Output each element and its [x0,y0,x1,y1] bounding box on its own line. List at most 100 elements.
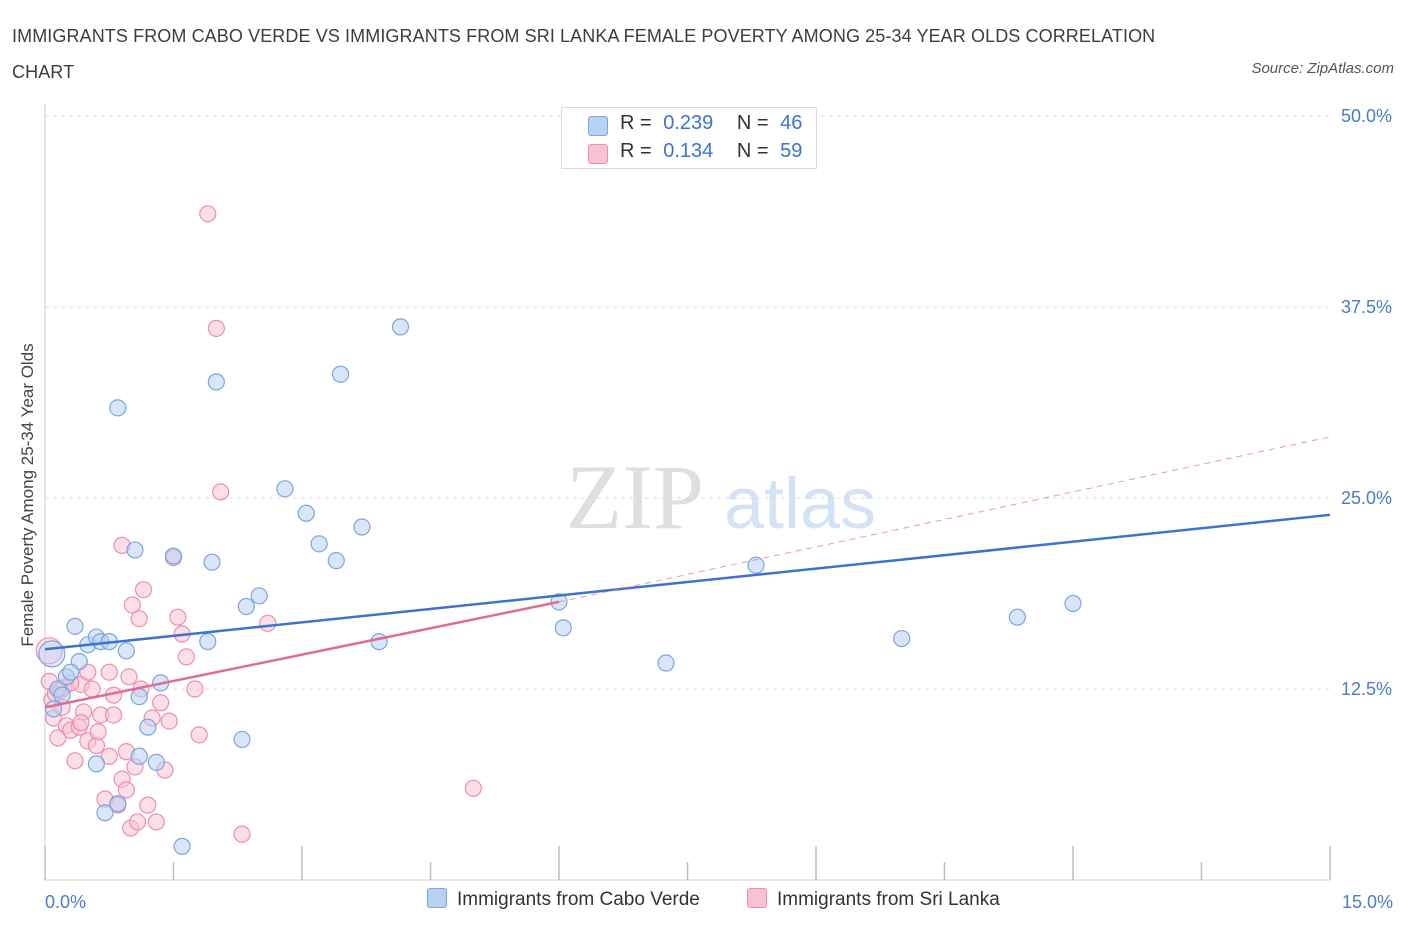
cabo-verde-point [109,794,127,813]
sri-lanka-points [35,205,482,843]
sri-lanka-point [207,319,225,337]
chart-title: IMMIGRANTS FROM CABO VERDE VS IMMIGRANTS… [12,26,1156,82]
sri-lanka-point [212,483,230,501]
sri-lanka-point [100,663,118,681]
y-axis-label: Female Poverty Among 25-34 Year Olds [18,343,37,646]
sri-lanka-point [72,714,90,732]
legend-swatch-blue [588,116,608,136]
n-value: 46 [780,112,803,134]
sri-lanka-point [89,723,107,741]
sri-lanka-point [130,610,148,628]
sri-lanka-point [186,680,204,698]
sri-lanka-point [128,813,147,831]
cabo-verde-point [164,547,183,565]
tick-labels: 12.5% 25.0% 37.5% 50.0% 0.0% 15.0% [45,106,1393,912]
legend-item-sri-lanka: Immigrants from Sri Lanka [747,888,1000,911]
cabo-verde-point [893,629,911,648]
cabo-verde-point [203,553,221,571]
cabo-verde-point [126,541,144,559]
cabo-verde-point [370,633,388,651]
cabo-verde-point [130,747,148,765]
cabo-verde-point [237,597,255,616]
sri-lanka-point [134,581,153,599]
cabo-verde-point [233,730,251,749]
y-tick-label: 25.0% [1341,488,1392,508]
cabo-verde-point [199,633,217,651]
sri-lanka-point [83,680,101,698]
sri-lanka-point [464,779,482,797]
cabo-verde-point [66,617,84,635]
legend-swatch-pink [747,888,767,908]
legend-label-sri-lanka: Immigrants from Sri Lanka [777,889,1000,910]
sri-lanka-point [104,706,123,724]
sri-lanka-point [160,712,178,730]
cabo-verde-trend-line [44,513,1331,651]
legend-swatch-blue [427,888,447,908]
y-tick-label: 37.5% [1341,297,1392,317]
cabo-verde-point [250,587,268,605]
cabo-verde-point [747,556,765,574]
r-label: R = [620,112,652,134]
legend-item-cabo-verde: Immigrants from Cabo Verde [427,888,700,911]
cabo-verde-point [276,480,294,498]
sri-lanka-point [152,694,170,712]
cabo-verde-point [38,640,66,668]
cabo-verde-point [96,804,114,822]
cabo-verde-point [53,686,71,704]
cabo-verde-point [327,552,345,570]
cabo-verde-point [147,753,165,771]
y-tick-label: 12.5% [1341,679,1392,699]
watermark-zip: ZIP [566,446,704,548]
n-label: N = [736,140,769,162]
sri-lanka-point [259,614,277,632]
cabo-verde-point [554,619,572,637]
cabo-verde-point [297,504,315,522]
cabo-verde-point [109,399,127,417]
grid-layer [45,115,1330,690]
sri-lanka-point [177,648,195,666]
stats-row-sri-lanka: R = 0.134 N = 59 [562,138,816,166]
cabo-verde-point [353,518,371,536]
sri-lanka-trend-line [44,600,560,709]
sri-lanka-point [120,668,138,686]
r-value: 0.134 [663,140,714,162]
stats-row-cabo-verde: R = 0.239 N = 46 [562,110,816,138]
cabo-verde-point [310,535,328,553]
sri-lanka-point [169,608,187,626]
sri-lanka-point [147,813,165,831]
stats-legend: R = 0.239 N = 46 R = 0.134 N = 59 [561,107,817,169]
r-label: R = [620,140,652,162]
cabo-verde-point [139,718,157,736]
trend-lines [44,436,1331,709]
cabo-verde-point [1008,608,1026,626]
x-tick-label: 15.0% [1342,892,1393,912]
cabo-verde-point [130,688,148,706]
n-value: 59 [780,140,803,162]
legend-label-cabo-verde: Immigrants from Cabo Verde [457,889,700,910]
sri-lanka-point [49,729,67,747]
sri-lanka-point [139,796,157,814]
y-tick-label: 50.0% [1341,106,1392,126]
cabo-verde-point [62,663,80,681]
r-value: 0.239 [663,112,714,134]
sri-lanka-point [123,596,141,614]
cabo-verde-point [173,837,191,855]
cabo-verde-points [38,318,1082,855]
cabo-verde-point [1064,594,1082,613]
axis-layer [44,104,1331,881]
sri-lanka-point [117,781,135,799]
cabo-verde-point [117,642,135,660]
watermark: ZIP atlas [566,446,876,548]
source-credit: Source: ZipAtlas.com [1251,60,1394,77]
cabo-verde-point [657,654,675,672]
sri-lanka-point [199,205,217,223]
cabo-verde-point [331,365,350,383]
legend-swatch-pink [588,144,608,164]
sri-lanka-point [100,747,118,765]
sri-lanka-point [190,726,208,744]
cabo-verde-point [87,755,106,773]
x-tick-label: 0.0% [45,892,86,912]
cabo-verde-point [207,373,225,391]
cabo-verde-point [391,318,410,336]
